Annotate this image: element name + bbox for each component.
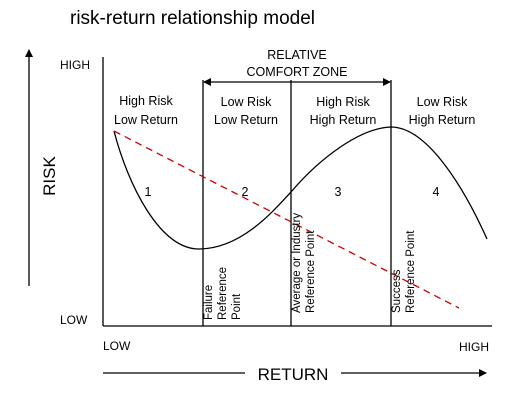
svg-text:Reference Point: Reference Point [305,230,317,313]
failure-reference-point-label: Failure Reference Point [203,267,243,320]
zone-1-label-line1: High Risk [119,94,173,108]
svg-text:Success: Success [391,269,403,313]
zone-1-label-line2: Low Return [114,113,178,127]
zone-1-number: 1 [145,185,152,199]
svg-text:Reference: Reference [217,267,229,320]
zone-4-label-line1: Low Risk [417,95,468,109]
y-axis-label: RISK [40,156,59,196]
svg-text:Average or Industry: Average or Industry [291,213,303,313]
trend-line [113,130,460,309]
diagram-title: risk-return relationship model [70,8,315,29]
y-axis-high-label: HIGH [60,58,90,72]
y-axis-low-label: LOW [60,313,88,327]
svg-text:Failure: Failure [203,285,215,320]
zone-4-label-line2: High Return [409,113,476,127]
zone-3-number: 3 [335,185,342,199]
x-axis-low-label: LOW [103,339,131,353]
zone-2-number: 2 [242,185,249,199]
svg-text:Reference Point: Reference Point [405,230,417,313]
success-reference-point-label: Success Reference Point [391,230,417,313]
comfort-zone-label-line2: COMFORT ZONE [247,65,348,79]
comfort-zone-label-line1: RELATIVE [267,48,327,62]
zone-2-label-line2: Low Return [214,113,278,127]
x-axis-high-label: HIGH [459,340,489,354]
zone-3-label-line1: High Risk [316,95,370,109]
average-reference-point-label: Average or Industry Reference Point [291,213,317,313]
x-axis-label: RETURN [258,365,329,384]
risk-return-curve [113,126,488,250]
zone-3-label-line2: High Return [310,113,377,127]
zone-4-number: 4 [433,185,440,199]
svg-text:Point: Point [231,293,243,320]
zone-2-label-line1: Low Risk [221,95,272,109]
